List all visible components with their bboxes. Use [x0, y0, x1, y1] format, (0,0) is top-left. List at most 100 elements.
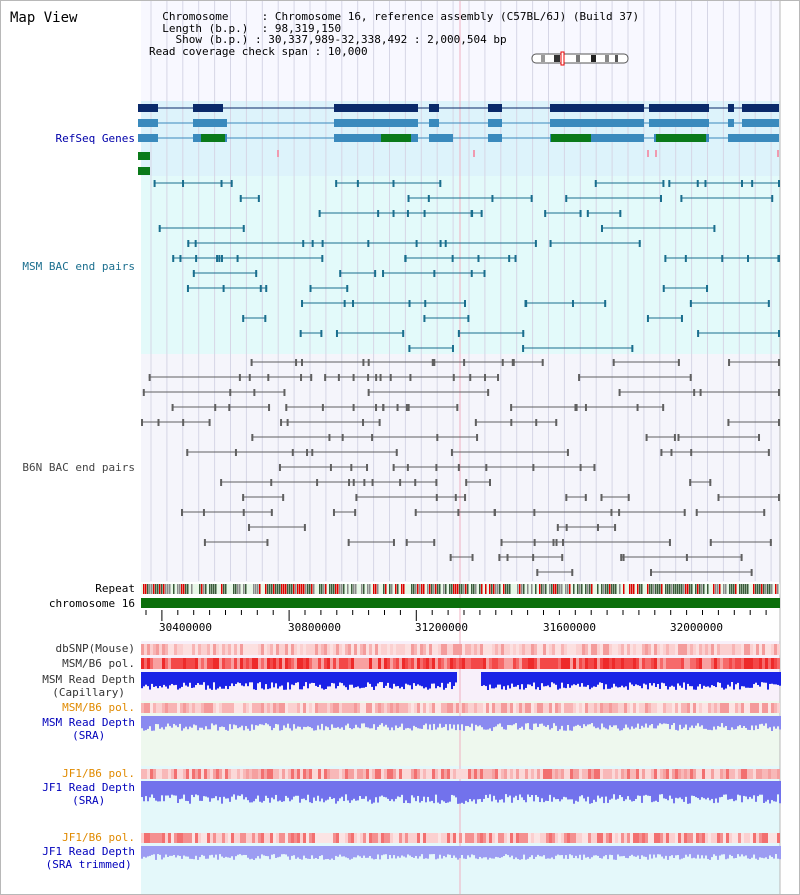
depth-bar: [643, 846, 645, 857]
heat-cell: [309, 658, 312, 669]
heat-cell: [498, 644, 501, 655]
depth-bar: [197, 781, 199, 796]
heat-cell: [312, 833, 315, 843]
heat-cell: [288, 769, 291, 779]
repeat-mark: [557, 584, 559, 594]
heat-cell: [342, 833, 345, 843]
heat-cell: [417, 703, 420, 713]
bac-end-mark: [659, 195, 662, 202]
heat-cell: [168, 658, 171, 669]
heat-cell: [684, 644, 687, 655]
heat-cell: [522, 703, 525, 713]
depth-bar: [661, 781, 663, 795]
track-label-refseq[interactable]: RefSeq Genes: [55, 132, 135, 145]
bac-end-mark: [423, 210, 426, 217]
heat-cell: [174, 833, 177, 843]
heat-cell: [255, 769, 258, 779]
bac-end-mark: [578, 374, 581, 381]
depth-bar: [659, 781, 661, 795]
bac-end-mark: [433, 539, 436, 546]
depth-bar: [719, 672, 721, 683]
depth-bar: [417, 781, 419, 796]
bac-end-mark: [248, 374, 251, 381]
depth-bar: [611, 846, 613, 856]
track-label-b6n-bac[interactable]: B6N BAC end pairs: [22, 461, 135, 474]
heat-cell: [426, 658, 429, 669]
depth-bar: [723, 672, 725, 690]
repeat-mark: [361, 584, 363, 594]
depth-bar: [487, 846, 489, 860]
heat-cell: [393, 833, 396, 843]
depth-bar: [363, 846, 365, 856]
heat-cell: [432, 833, 435, 843]
repeat-mark: [223, 584, 225, 594]
depth-bar: [187, 672, 189, 687]
depth-bar: [307, 672, 309, 689]
repeat-mark: [211, 584, 213, 594]
heat-cell: [543, 644, 546, 655]
heat-cell: [360, 769, 363, 779]
heat-cell: [564, 833, 567, 843]
bac-end-mark: [266, 539, 269, 546]
depth-bar: [533, 672, 535, 683]
depth-bar: [141, 781, 143, 798]
depth-bar: [713, 781, 715, 804]
bac-end-mark: [593, 464, 596, 471]
heat-cell: [327, 658, 330, 669]
depth-bar: [165, 846, 167, 855]
depth-bar: [759, 781, 761, 795]
heat-cell: [246, 658, 249, 669]
heat-cell: [312, 703, 315, 713]
heat-cell: [240, 769, 243, 779]
depth-bar: [201, 781, 203, 801]
depth-bar: [617, 672, 619, 688]
bac-end-mark: [571, 569, 574, 576]
depth-bar: [309, 781, 311, 803]
depth-bar: [517, 846, 519, 859]
depth-bar: [361, 846, 363, 858]
heat-cell: [240, 644, 243, 655]
depth-bar: [581, 781, 583, 796]
heat-cell: [555, 644, 558, 655]
depth-bar: [407, 672, 409, 685]
depth-bar: [535, 716, 537, 724]
repeat-mark: [629, 584, 631, 594]
heat-cell: [405, 658, 408, 669]
depth-bar: [259, 672, 261, 683]
heat-cell: [570, 658, 573, 669]
bac-end-mark: [186, 285, 189, 292]
heat-cell: [726, 658, 729, 669]
depth-bar: [639, 716, 641, 729]
depth-bar: [347, 716, 349, 724]
depth-bar: [535, 846, 537, 857]
heat-cell: [231, 644, 234, 655]
heat-cell: [678, 703, 681, 713]
depth-bar: [455, 672, 457, 683]
depth-bar: [693, 672, 695, 690]
heat-cell: [570, 703, 573, 713]
depth-bar: [167, 672, 169, 689]
depth-bar: [733, 716, 735, 730]
depth-bar: [569, 781, 571, 800]
bac-end-mark: [328, 434, 331, 441]
repeat-mark: [573, 584, 575, 594]
bac-end-mark: [740, 554, 743, 561]
bac-end-mark: [673, 434, 676, 441]
depth-bar: [555, 672, 557, 685]
depth-bar: [415, 716, 417, 728]
depth-bar: [397, 672, 399, 687]
depth-bar: [671, 781, 673, 799]
depth-bar: [605, 716, 607, 729]
depth-bar: [155, 846, 157, 860]
depth-bar: [385, 672, 387, 686]
depth-bar: [641, 846, 643, 856]
heat-cell: [423, 703, 426, 713]
depth-bar: [725, 672, 727, 689]
depth-bar: [705, 846, 707, 856]
heat-cell: [669, 658, 672, 669]
depth-bar: [521, 781, 523, 798]
depth-bar: [507, 781, 509, 798]
heat-cell: [627, 703, 630, 713]
track-label-msm-bac[interactable]: MSM BAC end pairs: [22, 260, 135, 273]
heat-cell: [516, 833, 519, 843]
